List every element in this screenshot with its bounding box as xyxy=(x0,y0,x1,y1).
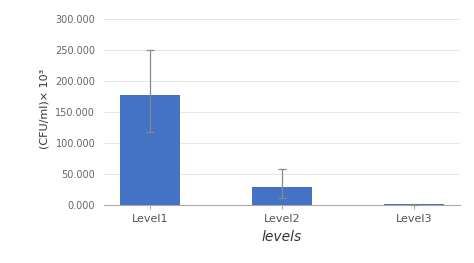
Bar xyxy=(120,95,180,205)
Bar xyxy=(252,186,312,205)
X-axis label: levels: levels xyxy=(262,230,302,244)
Bar xyxy=(384,204,444,205)
Y-axis label: (CFU/ml)× 10³: (CFU/ml)× 10³ xyxy=(40,69,50,149)
